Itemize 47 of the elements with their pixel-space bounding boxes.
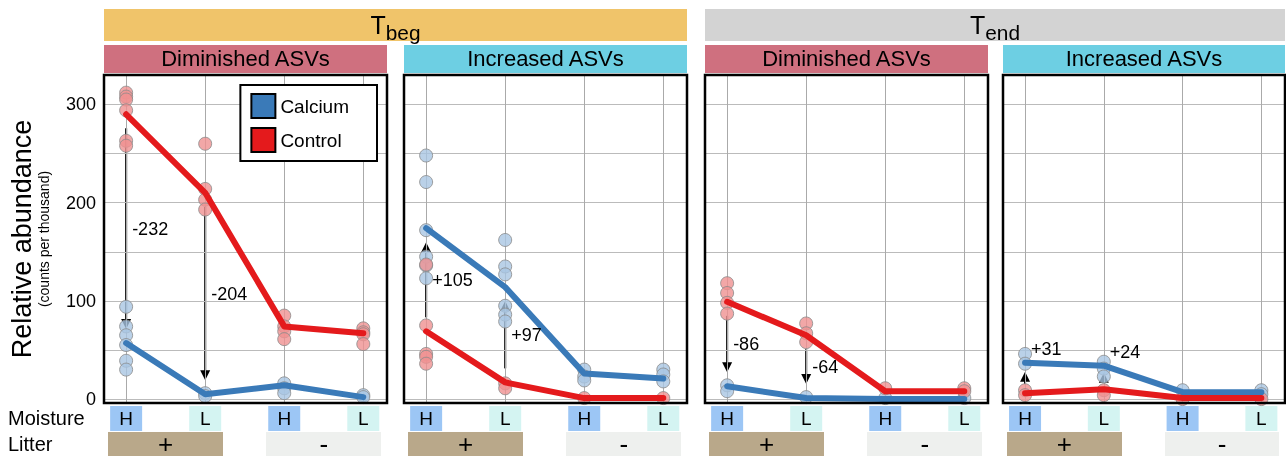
y-tick-label: 100 <box>65 290 96 311</box>
x-tick-label: H <box>577 408 592 429</box>
x-tick-label: L <box>1098 408 1110 429</box>
text: - <box>867 429 983 456</box>
annotation: +105 <box>432 269 473 291</box>
annotation: -64 <box>812 356 839 378</box>
chart-title: Increased ASVs <box>404 45 687 73</box>
text: - <box>266 429 382 456</box>
annotation: -204 <box>211 283 248 304</box>
x-tick-label: H <box>419 408 433 429</box>
text: + <box>709 429 825 456</box>
text: + <box>408 429 524 456</box>
x-tick-label: L <box>658 408 669 429</box>
x-tick-label: H <box>1018 408 1032 429</box>
x-tick-label: H <box>119 408 133 429</box>
chart-subtitle: T$_{beg}$ <box>104 9 687 44</box>
annotation: +24 <box>1109 341 1141 363</box>
text: Litter <box>8 432 53 456</box>
chart-title: Diminished ASVs <box>104 45 387 73</box>
annotation: -232 <box>132 218 169 240</box>
chart-subtitle: T$_{end}$ <box>705 9 1285 44</box>
x-tick-label: L <box>959 408 970 429</box>
text: + <box>108 429 224 456</box>
annotation: -86 <box>733 333 760 355</box>
x-tick-label: H <box>878 408 893 429</box>
x-tick-label: H <box>720 408 734 429</box>
y-axis-title: Relative abundance (counts per thousand) <box>7 119 52 359</box>
text: + <box>1007 429 1122 456</box>
y-tick-label: 0 <box>85 389 96 410</box>
y-tick-label: 200 <box>65 192 96 213</box>
x-tick-label: L <box>1256 408 1267 429</box>
annotation: +97 <box>511 324 542 346</box>
x-tick-label: L <box>358 408 369 429</box>
x-tick-label: L <box>199 408 211 429</box>
annotation: +31 <box>1031 338 1062 360</box>
chart-title: Diminished ASVs <box>705 45 988 73</box>
x-tick-label: H <box>277 408 292 429</box>
text: - <box>566 429 682 456</box>
legend-label: Calcium <box>280 95 349 117</box>
x-tick-label: L <box>499 408 511 429</box>
legend-label: Control <box>280 129 342 151</box>
text: Moisture <box>8 406 85 430</box>
x-tick-label: H <box>1175 408 1190 429</box>
text: - <box>1164 429 1280 456</box>
chart-title: Increased ASVs <box>1003 45 1285 73</box>
x-tick-label: L <box>800 408 812 429</box>
y-tick-label: 300 <box>65 94 96 115</box>
